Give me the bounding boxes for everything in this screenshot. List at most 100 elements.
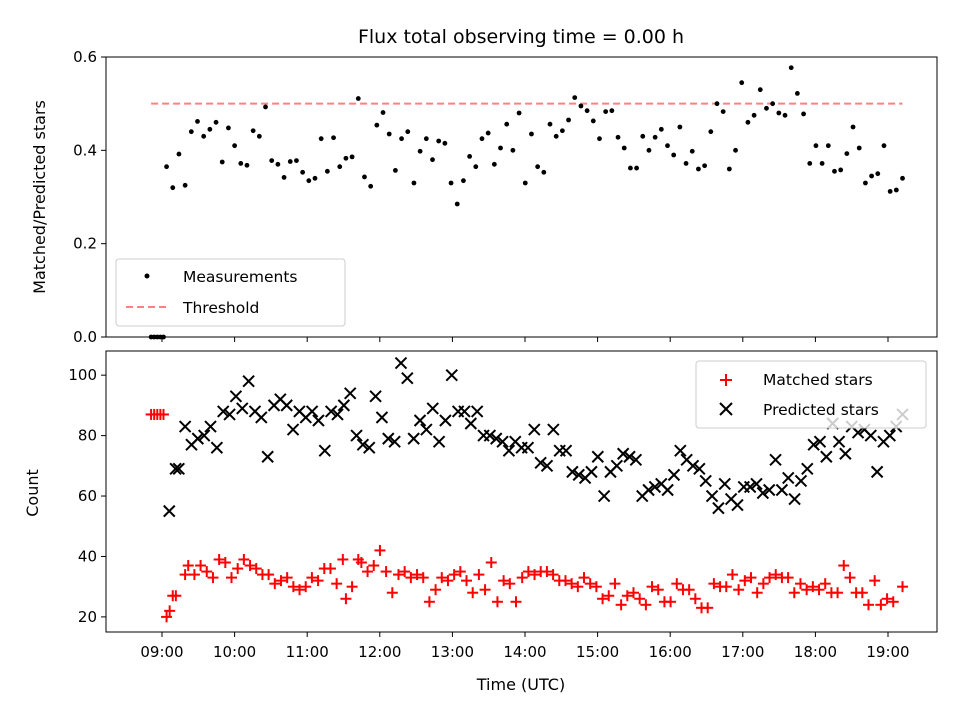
predicted-star-point: [642, 483, 655, 497]
matched-star-point: [547, 569, 559, 581]
measurement-point: [720, 109, 726, 114]
predicted-star-point: [712, 501, 725, 515]
measurement-point: [547, 121, 553, 127]
predicted-star-point: [242, 375, 255, 388]
x-tick-label: 13:00: [431, 643, 474, 661]
x-tick-label: 16:00: [649, 643, 692, 661]
measurement-point: [250, 128, 256, 134]
predicted-star-point: [394, 356, 408, 370]
matched-star-point: [238, 553, 250, 565]
measurement-point: [312, 175, 318, 181]
matched-star-point: [733, 584, 745, 596]
measurement-point: [603, 109, 609, 114]
measurement-point: [832, 168, 837, 174]
measurement-point: [875, 171, 881, 177]
matched-star-point: [621, 590, 633, 602]
matched-star-point: [436, 572, 448, 584]
measurement-point: [529, 131, 534, 137]
bottom-y-tick-label: 20: [78, 608, 97, 626]
matched-star-point: [739, 575, 751, 587]
matched-star-point: [788, 587, 800, 599]
predicted-star-point: [534, 456, 547, 470]
matched-star-point: [702, 602, 714, 614]
predicted-star-point: [217, 405, 230, 418]
measurement-point: [689, 148, 695, 154]
predicted-star-point: [851, 426, 865, 439]
predicted-star-point: [864, 429, 877, 442]
measurement-point: [900, 175, 905, 181]
predicted-star-point: [169, 462, 182, 476]
matched-star-point: [584, 578, 596, 590]
measurement-point: [287, 159, 293, 164]
measurement-point: [232, 143, 238, 149]
bottom-y-tick-label: 40: [78, 547, 97, 565]
predicted-star-point: [255, 411, 268, 424]
measurement-point: [269, 158, 275, 164]
matched-star-point: [590, 581, 602, 593]
matched-star-point: [529, 569, 541, 581]
predicted-star-point: [331, 408, 344, 421]
measurement-point: [559, 128, 565, 134]
predicted-star-point: [794, 474, 808, 488]
measurement-point: [498, 145, 503, 151]
measurement-point: [386, 131, 392, 137]
measurement-point: [188, 129, 194, 135]
predicted-star-point: [337, 399, 351, 412]
measurement-point: [671, 152, 677, 158]
measurement-point: [337, 164, 343, 170]
predicted-star-point: [540, 459, 554, 473]
predicted-star-point: [547, 423, 560, 436]
predicted-star-point: [426, 402, 439, 415]
matched-star-point: [355, 557, 367, 569]
measurement-point: [634, 165, 639, 171]
matched-star-point: [838, 560, 850, 572]
matched-star-point: [683, 584, 695, 596]
predicted-star-point: [439, 414, 452, 427]
matched-star-point: [467, 587, 479, 599]
measurement-point: [479, 136, 485, 142]
matched-star-point: [479, 584, 491, 596]
matched-star-point: [559, 575, 571, 587]
measurement-point: [776, 110, 782, 116]
measurement-point: [448, 180, 454, 186]
predicted-star-point: [445, 368, 458, 382]
measurement-point: [665, 143, 670, 149]
matched-star-point: [578, 572, 590, 584]
measurement-point: [572, 95, 578, 100]
predicted-star-point: [496, 435, 509, 448]
predicted-star-point: [318, 444, 332, 457]
matched-star-point: [312, 575, 324, 587]
predicted-star-point: [350, 429, 363, 442]
matched-star-point: [757, 578, 769, 590]
x-tick-label: 15:00: [576, 643, 619, 661]
matched-star-point: [306, 572, 318, 584]
predicted-star-point: [629, 453, 643, 466]
measurement-point: [856, 145, 862, 151]
measurement-point: [566, 117, 571, 123]
matched-star-point: [287, 581, 299, 593]
measurement-point: [825, 143, 831, 149]
legend-measurements-threshold: Measurements Threshold: [115, 258, 346, 327]
measurement-point: [881, 143, 887, 149]
bottom-y-axis-label: Count: [23, 469, 42, 517]
legend-matched-label: Matched stars: [763, 371, 873, 389]
predicted-star-point: [820, 450, 833, 463]
measurement-point: [244, 162, 250, 168]
matched-star-point: [609, 578, 621, 590]
matched-star-point: [170, 590, 182, 602]
measurement-point: [578, 103, 584, 109]
matched-star-point: [726, 569, 738, 581]
predicted-star-point: [756, 486, 770, 500]
predicted-star-point: [210, 441, 224, 454]
predicted-star-point: [191, 432, 205, 445]
measurement-point: [207, 126, 213, 132]
measurement-point: [510, 147, 516, 153]
predicted-star-point: [769, 453, 782, 466]
matched-star-point: [881, 593, 893, 605]
predicted-star-point: [667, 468, 681, 482]
predicted-star-point: [623, 450, 636, 463]
predicted-star-point: [502, 444, 516, 457]
measurement-point: [355, 96, 361, 101]
matched-star-point: [417, 572, 429, 584]
matched-star-point: [794, 578, 806, 590]
